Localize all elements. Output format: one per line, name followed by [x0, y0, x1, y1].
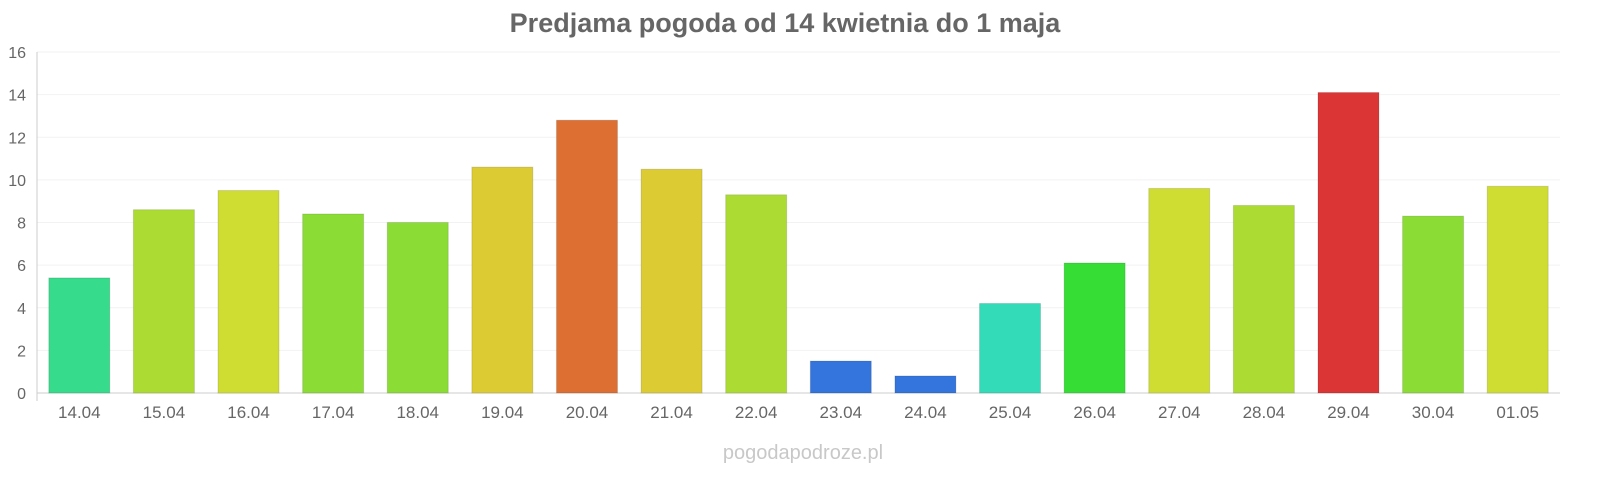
x-tick-label: 17.04 [312, 403, 355, 422]
x-tick-label: 28.04 [1243, 403, 1286, 422]
x-tick-label: 27.04 [1158, 403, 1201, 422]
bar-22.04[interactable] [725, 194, 788, 394]
bar-18.04[interactable] [386, 222, 449, 394]
y-tick-label: 0 [17, 386, 26, 403]
watermark: pogodapodroze.pl [723, 442, 883, 464]
bar-27.04[interactable] [1148, 187, 1211, 394]
bar-28.04[interactable] [1232, 204, 1295, 394]
x-tick-label: 24.04 [904, 403, 947, 422]
x-tick-label: 22.04 [735, 403, 778, 422]
bar-17.04[interactable] [302, 213, 365, 394]
x-tick-label: 20.04 [566, 403, 609, 422]
bar-23.04[interactable] [809, 360, 872, 394]
y-tick-label: 12 [8, 130, 26, 147]
x-tick-label: 19.04 [481, 403, 524, 422]
x-tick-label: 30.04 [1412, 403, 1455, 422]
x-tick-label: 14.04 [58, 403, 101, 422]
y-tick-label: 8 [17, 216, 26, 233]
chart-title: Predjama pogoda od 14 kwietnia do 1 maja [510, 8, 1062, 38]
bar-14.04[interactable] [48, 277, 111, 394]
y-tick-label: 10 [8, 173, 26, 190]
y-tick-label: 4 [17, 301, 26, 318]
x-tick-label: 25.04 [989, 403, 1032, 422]
bar-30.04[interactable] [1402, 215, 1465, 394]
x-tick-label: 26.04 [1073, 403, 1116, 422]
bar-24.04[interactable] [894, 375, 957, 394]
bar-25.04[interactable] [979, 302, 1042, 394]
x-tick-label: 29.04 [1327, 403, 1370, 422]
bar-15.04[interactable] [132, 209, 195, 394]
y-tick-label: 2 [17, 343, 26, 360]
x-tick-label: 15.04 [143, 403, 186, 422]
x-tick-label: 18.04 [396, 403, 439, 422]
x-tick-label: 01.05 [1496, 403, 1539, 422]
bar-01.05[interactable] [1486, 185, 1549, 394]
y-tick-label: 16 [8, 45, 26, 62]
bar-26.04[interactable] [1063, 262, 1126, 394]
x-tick-label: 16.04 [227, 403, 270, 422]
y-tick-label: 14 [8, 88, 26, 105]
bar-19.04[interactable] [471, 166, 534, 394]
bar-21.04[interactable] [640, 168, 703, 394]
bar-20.04[interactable] [555, 119, 618, 394]
x-tick-label: 21.04 [650, 403, 693, 422]
y-tick-label: 6 [17, 258, 26, 275]
bar-16.04[interactable] [217, 190, 280, 394]
x-tick-label: 23.04 [820, 403, 863, 422]
bar-29.04[interactable] [1317, 91, 1380, 394]
